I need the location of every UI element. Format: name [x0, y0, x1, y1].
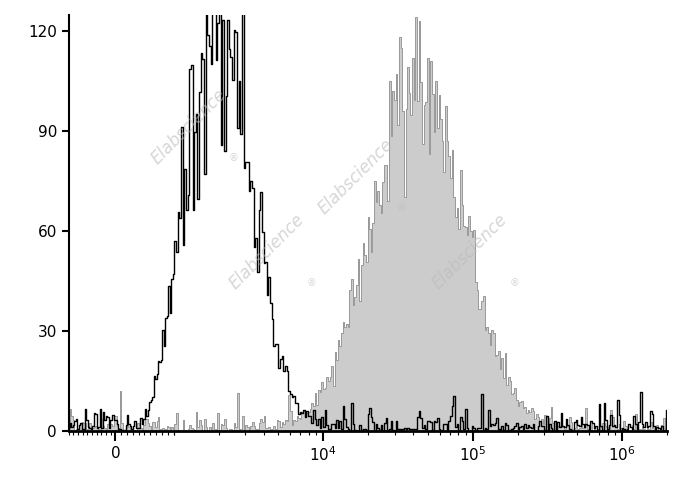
Text: ®: ® — [228, 153, 238, 163]
Text: Elabscience: Elabscience — [315, 136, 397, 218]
Text: Elabscience: Elabscience — [147, 86, 230, 168]
Text: ®: ® — [306, 278, 316, 288]
Text: Elabscience: Elabscience — [225, 211, 308, 293]
Text: ®: ® — [510, 278, 519, 288]
Text: ®: ® — [396, 203, 406, 213]
Text: Elabscience: Elabscience — [429, 211, 511, 293]
